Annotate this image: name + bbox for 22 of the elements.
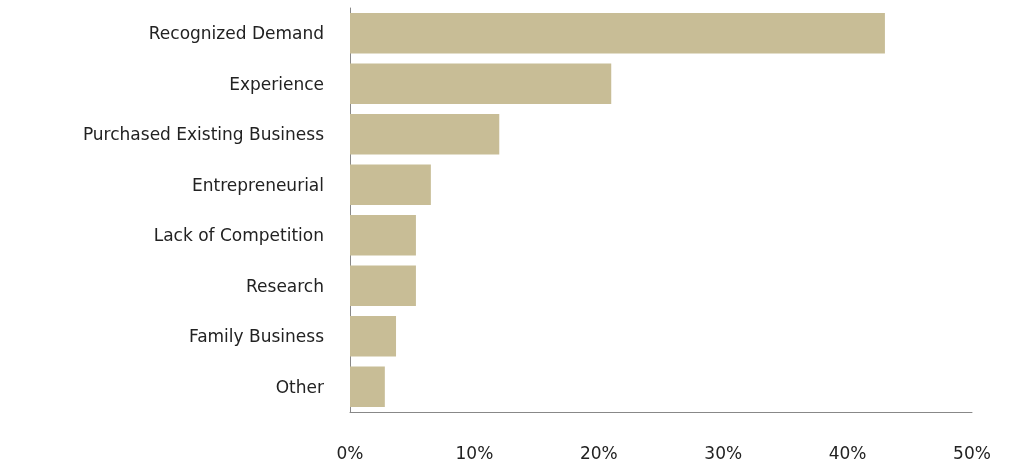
x-tick-label: 0% — [336, 442, 364, 463]
bar — [350, 164, 431, 205]
y-tick-label: Entrepreneurial — [192, 174, 324, 195]
bar — [350, 366, 385, 407]
x-tick-label: 20% — [579, 442, 618, 463]
x-tick-label: 40% — [828, 442, 867, 463]
bar — [350, 114, 500, 155]
bar — [350, 316, 397, 357]
y-tick-label: Experience — [229, 73, 324, 94]
x-tick-label: 50% — [953, 442, 991, 463]
bar — [350, 13, 885, 54]
x-tick-label: 30% — [704, 442, 743, 463]
y-tick-label: Lack of Competition — [153, 225, 324, 246]
x-tick-label: 10% — [455, 442, 494, 463]
y-tick-label: Family Business — [188, 326, 325, 347]
y-tick-label: Other — [275, 376, 324, 397]
y-tick-label: Recognized Demand — [148, 23, 324, 44]
bar — [350, 265, 416, 306]
bar — [350, 215, 416, 256]
y-tick-label: Purchased Existing Business — [82, 124, 325, 145]
y-tick-label: Research — [246, 275, 324, 296]
bar — [350, 63, 612, 104]
